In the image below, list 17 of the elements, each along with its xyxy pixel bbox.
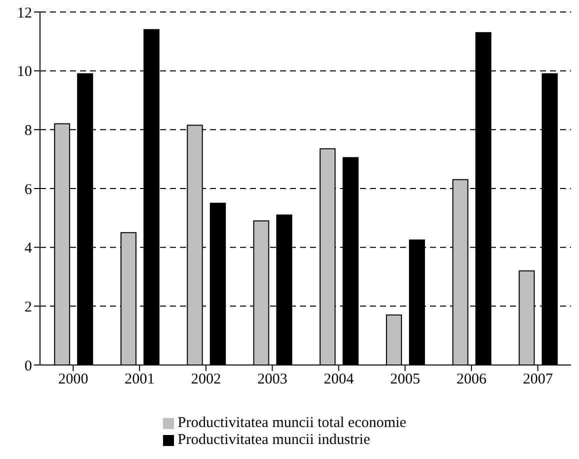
y-tick-label: 0	[24, 358, 32, 374]
x-tick-label: 2005	[390, 372, 420, 388]
legend-label: Productivitatea muncii industrie	[178, 432, 370, 448]
x-tick-label: 2004	[324, 372, 354, 388]
y-tick-label: 12	[17, 5, 32, 22]
x-tick-label: 2003	[257, 372, 288, 388]
y-tick-label: 8	[24, 122, 32, 139]
y-tick-label: 2	[24, 299, 32, 316]
legend-label: Productivitatea muncii total economie	[178, 415, 406, 431]
x-tick-label: 2001	[124, 372, 155, 388]
y-tick-label: 4	[24, 240, 32, 257]
x-tick-label: 2006	[456, 372, 487, 388]
y-tick-label: 10	[17, 64, 32, 80]
y-tick-label: 6	[24, 182, 32, 198]
x-tick-label: 2000	[58, 372, 88, 388]
x-tick-label: 2007	[522, 372, 554, 388]
x-tick-label: 2002	[190, 372, 221, 388]
